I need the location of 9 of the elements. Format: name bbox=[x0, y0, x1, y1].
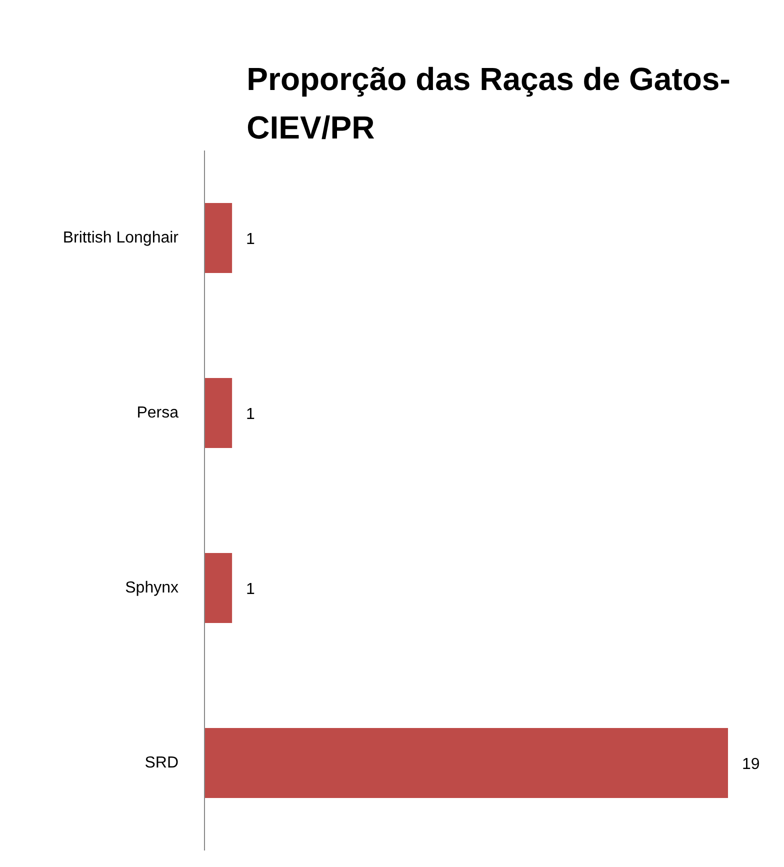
y-tick-label: SRD bbox=[144, 754, 178, 772]
data-label: 1 bbox=[246, 231, 256, 248]
y-tick-label: Sphynx bbox=[125, 580, 179, 596]
data-label: 19 bbox=[742, 756, 760, 773]
y-tick-label: Persa bbox=[136, 404, 179, 422]
data-label: 1 bbox=[246, 581, 256, 598]
chart-title: Proporção das Raças de Gatos- CIEV/PR bbox=[246, 60, 730, 146]
y-tick-label: Brittish Longhair bbox=[62, 230, 180, 246]
data-label: 1 bbox=[246, 406, 256, 423]
